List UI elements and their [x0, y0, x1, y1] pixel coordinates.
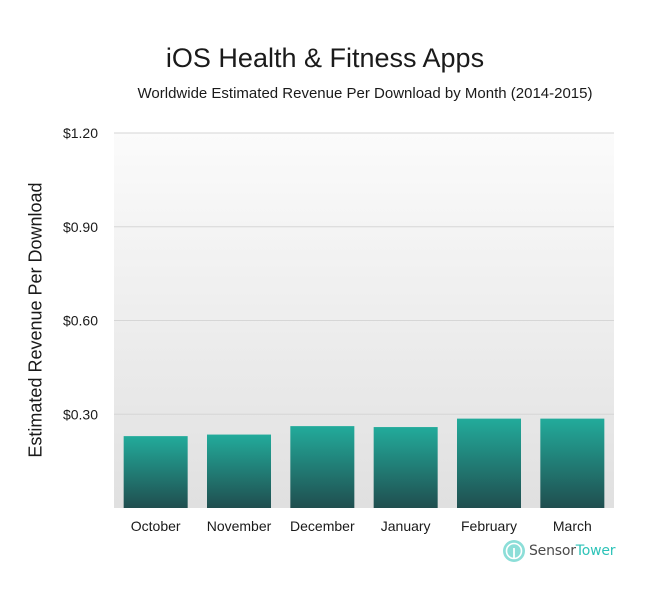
logo-sensor-text: Sensor	[529, 543, 576, 559]
chart-title: iOS Health & Fitness Apps	[165, 43, 485, 73]
gridlines	[114, 132, 614, 415]
bars	[123, 418, 605, 508]
x-axis-ticks: October November December January February Ma…	[131, 518, 592, 534]
x-tick-label: November	[207, 518, 272, 534]
sensor-tower-logo: SensorTower	[502, 537, 616, 565]
bar-february	[457, 418, 521, 508]
y-tick-label: $1.20	[63, 125, 98, 141]
bar-january	[373, 427, 438, 508]
y-tick-label: $0.90	[63, 219, 98, 235]
logo-tower-text: Tower	[575, 543, 616, 559]
x-tick-label: February	[461, 518, 517, 534]
sensor-tower-icon	[503, 540, 525, 562]
bar-march	[540, 418, 605, 508]
y-tick-label: $0.60	[63, 313, 98, 329]
x-tick-label: October	[131, 518, 181, 534]
x-tick-label: March	[553, 518, 592, 534]
chart-subtitle: Worldwide Estimated Revenue Per Download…	[137, 85, 593, 102]
y-tick-label: $0.30	[63, 406, 98, 422]
bar-november	[207, 434, 271, 508]
bar-october	[123, 436, 188, 508]
x-tick-label: January	[381, 518, 431, 534]
bar-december	[290, 426, 355, 508]
logo-wordmark: SensorTower	[529, 543, 616, 559]
x-tick-label: December	[290, 518, 355, 534]
y-axis-ticks: $0.30 $0.60 $0.90 $1.20	[63, 125, 98, 422]
